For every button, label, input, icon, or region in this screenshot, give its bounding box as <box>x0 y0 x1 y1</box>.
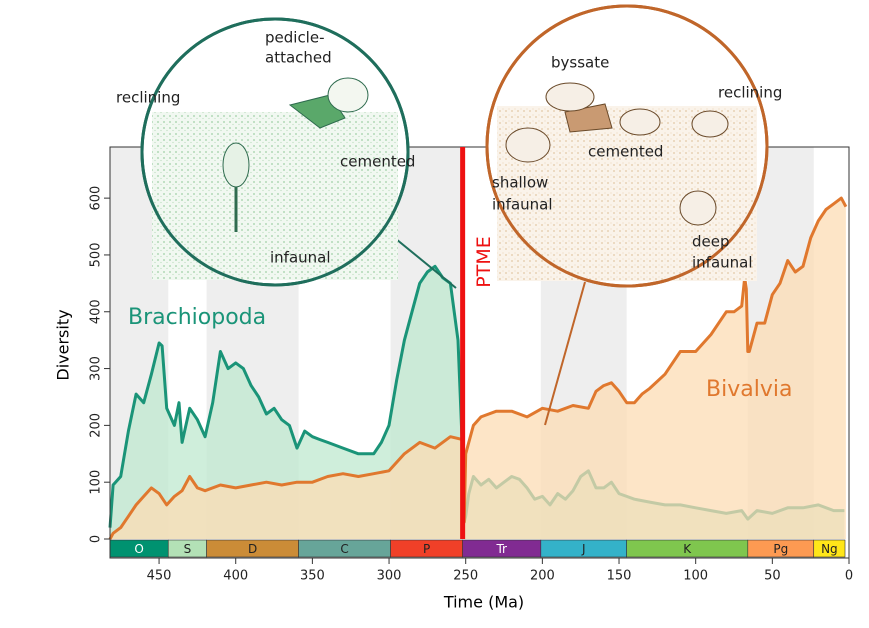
area <box>110 266 845 539</box>
period <box>813 539 846 558</box>
x-tick-label: 400 <box>223 569 248 584</box>
period-label: Ng <box>821 542 838 556</box>
inset-label: infaunal <box>692 254 753 272</box>
inset-label: pedicle- <box>265 29 325 47</box>
inset-circle-outline <box>485 4 769 288</box>
inset-label: reclining <box>116 89 180 107</box>
shell-icon <box>679 190 717 226</box>
period-label: D <box>248 542 257 556</box>
x-tick-label: 200 <box>530 569 555 584</box>
area <box>110 198 846 539</box>
inset-label: cemented <box>340 153 415 171</box>
inset-label: reclining <box>718 84 782 102</box>
y-tick-label: 100 <box>89 470 104 495</box>
inset-link <box>544 281 586 426</box>
y-tick-label: 500 <box>89 243 104 268</box>
inset-label: cemented <box>588 143 663 161</box>
inset-label: shallow <box>492 174 548 192</box>
y-tick-label: 300 <box>89 356 104 381</box>
series-label: Brachiopoda <box>128 305 266 330</box>
inset-label: byssate <box>551 54 609 72</box>
period-label: C <box>340 542 348 556</box>
period-label: O <box>134 542 143 556</box>
shell-icon <box>222 142 250 188</box>
inset-sediment <box>152 112 398 280</box>
shell-icon <box>564 103 613 133</box>
shell-icon <box>505 127 551 163</box>
period-label: Pg <box>773 542 788 556</box>
period-label: P <box>423 542 430 556</box>
shell-icon <box>327 77 369 113</box>
series-label: Bivalvia <box>706 377 792 402</box>
x-tick-label: 150 <box>607 569 632 584</box>
period-label: S <box>184 542 192 556</box>
event-label: PTME <box>473 236 495 287</box>
shell-icon <box>691 110 729 138</box>
x-tick-label: 450 <box>147 569 172 584</box>
y-tick-label: 600 <box>89 186 104 211</box>
y-tick-label: 200 <box>89 413 104 438</box>
period-label: J <box>581 542 586 556</box>
x-axis-label: Time (Ma) <box>443 593 524 612</box>
shell-icon <box>619 108 661 136</box>
inset-label: infaunal <box>270 249 331 267</box>
x-tick-label: 350 <box>300 569 325 584</box>
line <box>108 196 848 540</box>
shell-icon <box>545 82 595 112</box>
inset-label: deep <box>692 233 730 251</box>
x-tick-label: 50 <box>764 569 781 584</box>
y-tick-label: 0 <box>89 535 104 543</box>
plot-frame <box>109 146 850 559</box>
inset-circle-outline <box>140 17 410 287</box>
x-tick-label: 300 <box>377 569 402 584</box>
period-label: Tr <box>495 542 507 556</box>
y-axis-label: Diversity <box>54 309 73 380</box>
x-tick-label: 100 <box>683 569 708 584</box>
inset-label: attached <box>265 49 332 67</box>
x-tick-label: 250 <box>453 569 478 584</box>
inset-label: infaunal <box>492 196 553 214</box>
period-label: K <box>683 542 692 556</box>
x-tick-label: 0 <box>845 569 853 584</box>
y-tick-label: 400 <box>89 299 104 324</box>
